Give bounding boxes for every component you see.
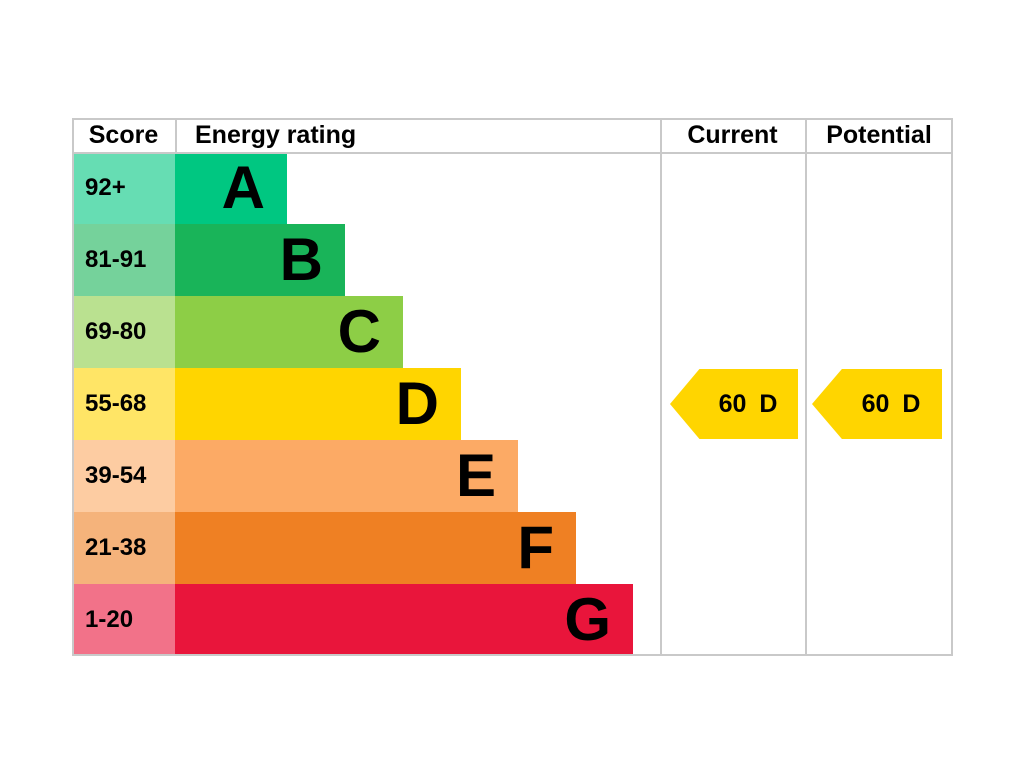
band-row: 55-68 D [72, 368, 953, 440]
band-bar: D [175, 368, 461, 440]
band-bar: G [175, 584, 633, 656]
band-bar: C [175, 296, 403, 368]
band-bar: A [175, 152, 287, 224]
band-row: 81-91 B [72, 224, 953, 296]
potential-rating-arrow: 60 D [812, 369, 942, 439]
band-score-range: 69-80 [72, 296, 175, 368]
band-score-range: 1-20 [72, 584, 175, 656]
band-letter: A [221, 154, 265, 221]
band-row: 92+ A [72, 152, 953, 224]
table-left-border [72, 118, 74, 656]
band-score-range: 92+ [72, 152, 175, 224]
current-column-header: Current [687, 121, 778, 149]
band-rows-area: 92+ A 81-91 B 69-80 C 55-68 D 39-54 E 21… [72, 152, 953, 656]
band-score-range: 39-54 [72, 440, 175, 512]
band-letter: F [517, 514, 554, 581]
potential-column-header: Potential [826, 121, 932, 149]
band-letter: C [337, 298, 381, 365]
epc-rating-chart: Score Energy rating Current Potential 92… [72, 118, 953, 656]
band-score-range: 81-91 [72, 224, 175, 296]
table-right-border [951, 118, 953, 656]
energy-rating-column-header: Energy rating [195, 121, 357, 149]
potential-column-divider [805, 118, 807, 656]
band-score-range: 55-68 [72, 368, 175, 440]
potential-band-letter: D [902, 389, 921, 418]
current-rating-arrow: 60 D [670, 369, 798, 439]
band-letter: E [455, 442, 496, 509]
band-letter: B [279, 226, 323, 293]
band-row: 69-80 C [72, 296, 953, 368]
table-top-border [72, 118, 953, 120]
current-band-letter: D [759, 389, 778, 418]
band-bar: B [175, 224, 345, 296]
current-column-divider [660, 118, 662, 656]
band-letter: D [395, 370, 439, 437]
band-bar: E [175, 440, 518, 512]
current-score-value: 60 [718, 389, 747, 418]
band-letter: G [564, 586, 611, 653]
band-bar: F [175, 512, 576, 584]
score-column-divider [175, 118, 177, 152]
header-bottom-border [72, 152, 953, 154]
band-row: 21-38 F [72, 512, 953, 584]
potential-score-value: 60 [861, 389, 890, 418]
band-row: 1-20 G [72, 584, 953, 656]
band-row: 39-54 E [72, 440, 953, 512]
table-bottom-border [72, 654, 953, 656]
band-score-range: 21-38 [72, 512, 175, 584]
score-column-header: Score [88, 121, 159, 149]
